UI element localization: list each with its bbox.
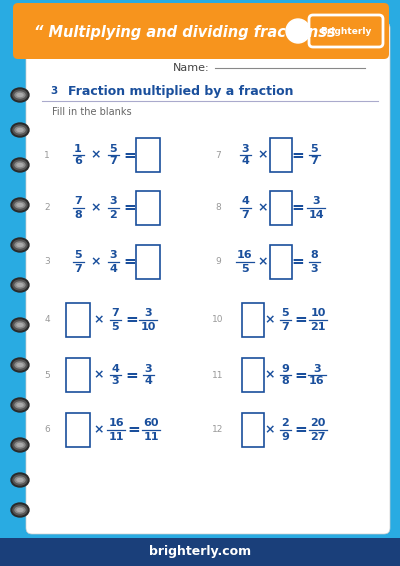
Text: 7: 7 — [215, 151, 221, 160]
Ellipse shape — [13, 90, 27, 100]
Ellipse shape — [11, 88, 29, 102]
Text: Brighterly: Brighterly — [320, 27, 372, 36]
Ellipse shape — [13, 280, 27, 290]
Ellipse shape — [17, 478, 23, 482]
Text: 3: 3 — [312, 196, 320, 207]
Text: 8: 8 — [281, 376, 289, 387]
Ellipse shape — [13, 320, 27, 330]
Text: 12: 12 — [212, 426, 224, 435]
Ellipse shape — [15, 402, 25, 408]
Text: ×: × — [258, 201, 268, 215]
Text: 7: 7 — [281, 321, 289, 332]
Ellipse shape — [15, 92, 25, 98]
Ellipse shape — [17, 243, 23, 247]
Text: ×: × — [91, 148, 101, 161]
Bar — [242, 303, 264, 337]
Ellipse shape — [11, 438, 29, 452]
Ellipse shape — [15, 202, 25, 208]
Text: ×: × — [91, 255, 101, 268]
Text: 10: 10 — [140, 321, 156, 332]
Bar — [66, 358, 90, 392]
Text: ×: × — [94, 423, 104, 436]
Text: 5: 5 — [44, 371, 50, 379]
Text: 1: 1 — [44, 151, 50, 160]
Text: 4: 4 — [111, 363, 119, 374]
Text: 3: 3 — [109, 196, 117, 207]
Text: 3: 3 — [144, 363, 152, 374]
Ellipse shape — [17, 363, 23, 367]
Ellipse shape — [11, 473, 29, 487]
Ellipse shape — [11, 398, 29, 412]
Text: 7: 7 — [74, 196, 82, 207]
Text: 10: 10 — [310, 308, 326, 319]
Ellipse shape — [13, 475, 27, 485]
Ellipse shape — [11, 198, 29, 212]
Text: 6: 6 — [74, 157, 82, 166]
Text: 16: 16 — [108, 418, 124, 428]
Text: =: = — [126, 367, 138, 383]
Text: =: = — [128, 422, 140, 438]
Text: “ Multiplying and dividing fractionss: “ Multiplying and dividing fractionss — [34, 24, 336, 40]
Text: =: = — [292, 255, 304, 269]
Ellipse shape — [15, 477, 25, 483]
Text: =: = — [292, 148, 304, 162]
Ellipse shape — [17, 128, 23, 131]
Text: ×: × — [265, 368, 275, 381]
Text: 9: 9 — [281, 363, 289, 374]
Ellipse shape — [13, 240, 27, 250]
Ellipse shape — [15, 162, 25, 168]
Text: 6: 6 — [44, 426, 50, 435]
Bar — [136, 191, 160, 225]
Text: 4: 4 — [241, 157, 249, 166]
Text: =: = — [126, 312, 138, 328]
Bar — [136, 138, 160, 172]
Text: 16: 16 — [237, 251, 253, 260]
Ellipse shape — [15, 442, 25, 448]
Text: ×: × — [265, 314, 275, 327]
Text: 16: 16 — [309, 376, 325, 387]
Text: =: = — [124, 200, 136, 216]
Ellipse shape — [13, 160, 27, 170]
Text: 3: 3 — [109, 251, 117, 260]
Text: 3: 3 — [111, 376, 119, 387]
Text: =: = — [295, 422, 307, 438]
Bar — [270, 245, 292, 279]
Ellipse shape — [11, 503, 29, 517]
Ellipse shape — [15, 282, 25, 288]
Text: 11: 11 — [212, 371, 224, 379]
Text: 5: 5 — [74, 251, 82, 260]
Ellipse shape — [15, 242, 25, 248]
Text: 2: 2 — [44, 204, 50, 212]
Text: 7: 7 — [74, 264, 82, 273]
Bar — [136, 245, 160, 279]
Text: 27: 27 — [310, 431, 326, 441]
Ellipse shape — [15, 507, 25, 513]
Ellipse shape — [17, 444, 23, 447]
Text: 3: 3 — [44, 258, 50, 267]
Ellipse shape — [13, 505, 27, 515]
Text: ×: × — [91, 201, 101, 215]
Text: 4: 4 — [144, 376, 152, 387]
Ellipse shape — [17, 93, 23, 96]
FancyBboxPatch shape — [26, 22, 390, 534]
Text: 5: 5 — [109, 144, 117, 153]
Ellipse shape — [11, 158, 29, 172]
Text: 7: 7 — [310, 157, 318, 166]
Ellipse shape — [15, 127, 25, 133]
Text: =: = — [292, 200, 304, 216]
Text: Name:: Name: — [173, 63, 210, 73]
Text: =: = — [295, 367, 307, 383]
Bar — [242, 358, 264, 392]
Text: 21: 21 — [310, 321, 326, 332]
Text: 8: 8 — [74, 209, 82, 220]
Text: 3: 3 — [313, 363, 321, 374]
Text: 5: 5 — [310, 144, 318, 153]
Text: 9: 9 — [215, 258, 221, 267]
Text: 60: 60 — [143, 418, 159, 428]
Ellipse shape — [13, 400, 27, 410]
Text: 10: 10 — [212, 315, 224, 324]
Text: 4: 4 — [241, 196, 249, 207]
Ellipse shape — [11, 238, 29, 252]
Text: 7: 7 — [241, 209, 249, 220]
